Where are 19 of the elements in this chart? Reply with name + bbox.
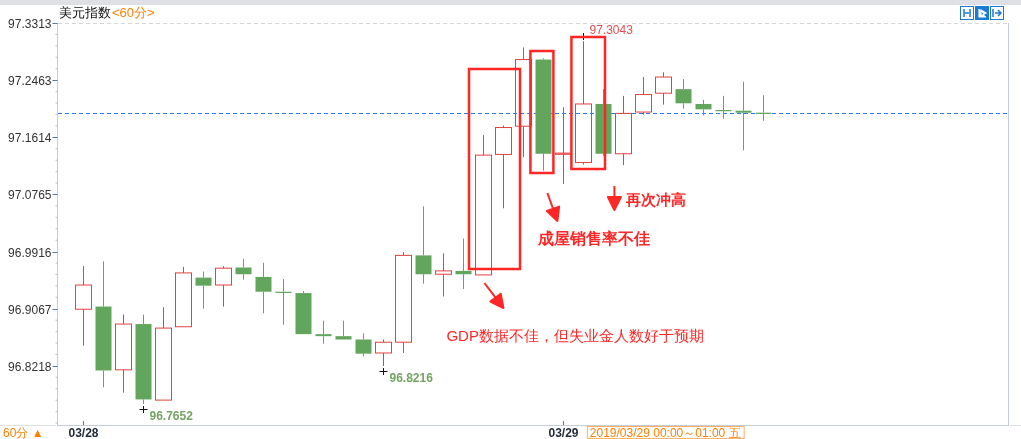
annotation: 2019/03/29 00:00～01:00 五 <box>586 426 745 439</box>
annotation: 再次冲高 <box>626 191 687 208</box>
y-tick-label: 97.1614 <box>8 131 52 145</box>
annotation: 60分 ▲ <box>3 426 44 439</box>
x-tick-label: 03/28 <box>68 426 99 439</box>
annotation: 成屋销售率不佳 <box>538 230 651 247</box>
y-tick-label: 96.8218 <box>8 360 52 374</box>
title: 美元指数 <box>59 5 111 20</box>
subtitle: <60分> <box>112 5 155 20</box>
annotation: 96.8216 <box>389 370 433 385</box>
annotation: GDP数据不佳，但失业金人数好于预期 <box>446 327 704 344</box>
y-tick-label: 96.9916 <box>8 246 52 260</box>
y-tick-label: 97.3313 <box>8 17 52 31</box>
annotation: 96.7652 <box>149 408 193 423</box>
y-tick-label: 97.2463 <box>8 74 52 88</box>
x-tick-label: 03/29 <box>548 426 579 439</box>
y-tick-label: 96.9067 <box>8 303 52 317</box>
y-tick-label: 97.0765 <box>8 188 52 202</box>
annotation: 97.3043 <box>589 22 633 37</box>
